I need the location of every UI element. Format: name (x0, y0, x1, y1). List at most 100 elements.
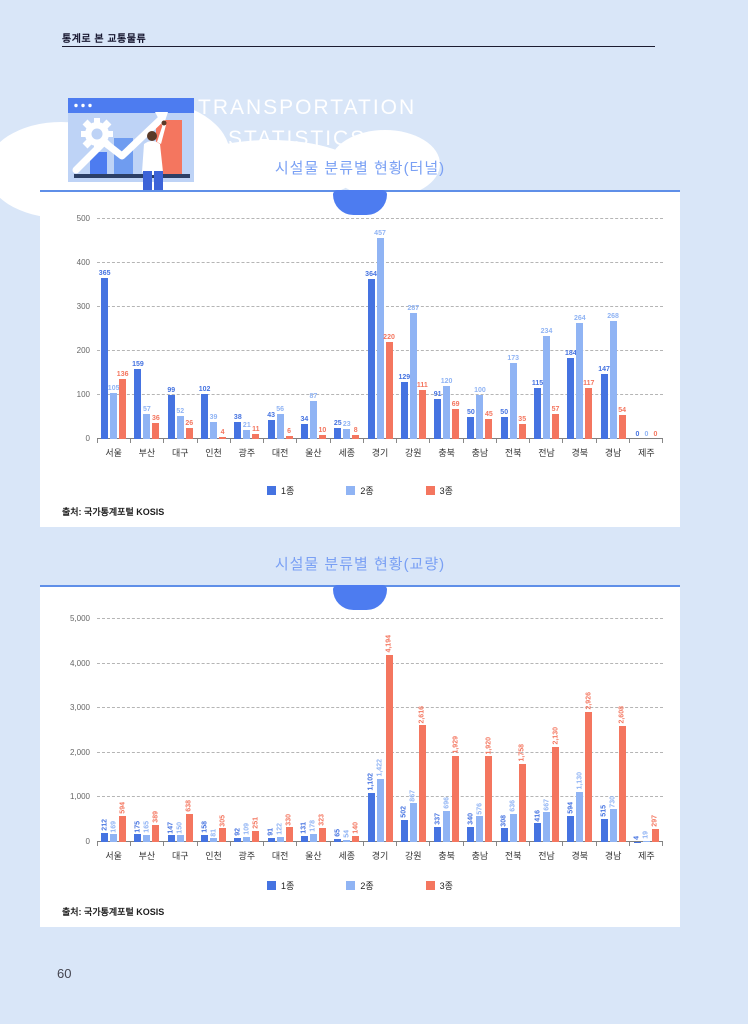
bar: 122 (276, 823, 284, 842)
bar-value-label: 52 (176, 408, 185, 416)
bar: 305 (219, 815, 227, 842)
bar-value-label: 340 (467, 813, 475, 825)
bar: 57 (143, 406, 151, 439)
bar: 92 (234, 828, 242, 842)
bar-group-경남: 147 268 54 (596, 313, 629, 439)
bar: 109 (243, 823, 251, 842)
bar-value-label: 696 (443, 797, 451, 809)
bar-group-강원: 129 287 111 (397, 305, 430, 439)
bar-value-label: 57 (143, 405, 151, 413)
bar-value-label: 305 (219, 814, 227, 827)
bar-group-경기: 364 457 220 (363, 230, 396, 439)
x-axis-label-부산: 부산 (138, 851, 156, 861)
tunnel-bar-chart: 0 100 200 300 400 500 365 105 136 159 57 36 99 52 26 10… (77, 214, 663, 443)
bar: 87 (310, 393, 317, 439)
bar: 10 (319, 427, 326, 439)
bar: 120 (441, 378, 452, 439)
bar: 2,608 (618, 706, 626, 842)
bar-groups: 365 105 136 159 57 36 99 52 26 102 39 4 38 21 11 43 56 6 3… (97, 219, 663, 439)
bar-value-label: 4,194 (385, 635, 393, 653)
bar-value-label: 2,926 (585, 691, 593, 710)
bar-value-label: 1,422 (376, 759, 384, 777)
legend-item-2종: 2종 (346, 484, 374, 497)
bar: 150 (176, 822, 184, 842)
bar: 502 (400, 806, 408, 842)
x-axis-label-충북: 충북 (438, 851, 455, 861)
bar: 867 (409, 790, 417, 842)
bar: 594 (119, 802, 127, 842)
bar-group-서울: 365 105 136 (97, 270, 130, 439)
axis-tick (396, 439, 429, 443)
axis-tick (130, 439, 163, 443)
bar: 6 (285, 428, 293, 439)
bar: 457 (374, 230, 386, 439)
x-axis-label-경남: 경남 (604, 851, 622, 861)
axis-tick (462, 439, 496, 443)
bar-value-label: 102 (198, 386, 211, 394)
page-number: 60 (57, 966, 72, 981)
bar-value-label: 23 (342, 420, 351, 428)
legend-swatch (425, 881, 435, 890)
bar-value-label: 4 (220, 429, 225, 437)
axis-tick (97, 439, 130, 443)
bar-value-label: 36 (152, 415, 160, 423)
bar: 111 (417, 382, 428, 439)
bar: 38 (234, 414, 242, 439)
bar: 115 (532, 380, 543, 439)
bar-value-label: 1,920 (485, 736, 493, 755)
bar-value-label: 11 (252, 426, 260, 434)
bar-group-전남: 416 667 2,130 (530, 727, 563, 842)
axis-tick (163, 439, 196, 443)
bar: 212 (101, 819, 109, 842)
bar-value-label: 21 (242, 421, 251, 429)
bar-value-label: 234 (540, 328, 553, 336)
bar-group-인천: 102 39 4 (197, 386, 230, 439)
bar: 50 (500, 409, 508, 439)
source-note: 출처: 국가통계포털 KOSIS (62, 907, 165, 917)
x-axis-label-대구: 대구 (171, 851, 189, 861)
x-axis-label-광주: 광주 (238, 448, 256, 458)
bar-value-label: 212 (101, 818, 109, 831)
bar-value-label: 594 (567, 801, 575, 814)
bar-value-label: 34 (300, 416, 309, 424)
chart-title-tunnel: 시설물 분류별 현황(터널) (274, 160, 446, 177)
bar-value-label: 515 (600, 805, 608, 818)
bar-value-label: 129 (398, 374, 411, 382)
y-axis-tick-label: 300 (76, 302, 90, 311)
bridge-x-axis: 서울 부산 대구 인천 광주 대전 울산 세종 경기 강원 충북 충남 전북 전남 경북 경남 제주 (97, 849, 663, 862)
bar-value-label: 65 (334, 829, 342, 838)
y-axis-tick-label: 500 (76, 214, 90, 223)
bar: 1,929 (452, 736, 460, 842)
bar-groups: 212 169 594 175 165 389 147 150 638 158 81 305 92 109… (97, 619, 663, 842)
y-axis-tick-label: 200 (76, 346, 90, 355)
bar-value-label: 268 (607, 313, 619, 321)
bar-value-label: 457 (374, 229, 386, 237)
bar-group-전남: 115 234 57 (530, 328, 563, 439)
bar-value-label: 117 (583, 379, 595, 387)
y-axis-tick-label: 0 (85, 434, 90, 443)
bar: 39 (210, 414, 217, 439)
bar-value-label: 2,616 (418, 705, 426, 724)
bar: 99 (167, 387, 175, 439)
bar-value-label: 45 (485, 411, 493, 419)
bar: 730 (609, 796, 617, 842)
header-rule (62, 46, 655, 47)
bar-value-label: 147 (598, 366, 610, 374)
trend-arrow-icon (72, 112, 168, 174)
bar: 131 (300, 822, 308, 842)
bar: 576 (476, 803, 484, 842)
bar-group-광주: 38 21 11 (230, 414, 263, 439)
bar: 23 (343, 421, 351, 439)
bar-group-세종: 25 23 8 (330, 420, 363, 439)
bar: 234 (541, 328, 552, 439)
bar: 4,194 (385, 635, 393, 842)
bar: 594 (567, 802, 575, 842)
bar: 175 (134, 821, 142, 842)
person-figure (141, 120, 167, 195)
bar: 65 (334, 829, 342, 842)
y-axis-tick-label: 2,000 (69, 747, 90, 757)
bar-value-label: 19 (642, 831, 650, 840)
bar-value-label: 308 (500, 814, 508, 827)
bar: 36 (152, 415, 160, 439)
bar-value-label: 1,929 (452, 736, 460, 754)
